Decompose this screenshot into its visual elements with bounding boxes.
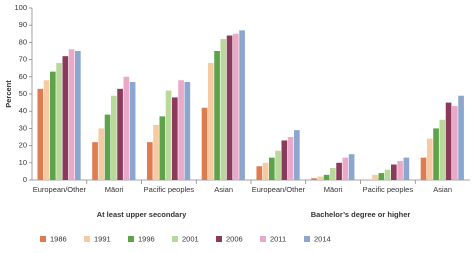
bar: [433, 128, 439, 180]
legend-swatch: [260, 236, 266, 242]
bar: [75, 51, 81, 180]
bar: [165, 90, 172, 180]
bar: [378, 173, 385, 180]
bar: [92, 142, 98, 180]
bar: [201, 107, 208, 180]
bar: [226, 35, 233, 180]
bar: [159, 116, 166, 180]
bar: [445, 102, 452, 180]
y-tick-label: 40: [19, 106, 27, 115]
bar: [98, 128, 105, 180]
bar: [123, 76, 130, 180]
bar: [281, 140, 288, 180]
y-axis-label: Percent: [4, 80, 13, 108]
legend-swatch: [172, 236, 178, 242]
bar: [117, 88, 123, 180]
bar: [184, 81, 191, 180]
x-tick-label: European/Other: [252, 185, 306, 194]
group-label: At least upper secondary: [97, 210, 187, 219]
bar: [329, 167, 336, 180]
y-tick-label: 60: [19, 72, 27, 81]
legend-label: 2011: [270, 234, 286, 243]
x-tick-label: Māori: [324, 185, 343, 194]
y-tick-label: 90: [19, 20, 27, 29]
legend-label: 1986: [50, 234, 67, 243]
bar: [275, 150, 281, 180]
bar: [37, 88, 44, 180]
bar: [68, 49, 75, 180]
bar: [439, 119, 446, 180]
bar: [372, 174, 378, 180]
legend-label: 1996: [138, 234, 155, 243]
bar: [56, 63, 62, 180]
bar: [348, 154, 355, 180]
y-tick-label: 100: [14, 3, 27, 12]
bar: [146, 142, 153, 180]
bar: [262, 162, 269, 180]
bar: [207, 63, 214, 180]
bar: [153, 124, 159, 180]
bar: [287, 137, 294, 180]
bar: [426, 138, 433, 180]
bar: [317, 176, 324, 180]
x-tick-label: Māori: [105, 185, 124, 194]
x-tick-label: Asian: [214, 185, 233, 194]
legend-swatch: [84, 236, 90, 242]
legend-label: 2006: [226, 234, 243, 243]
group-label: Bachelor’s degree or higher: [311, 210, 411, 219]
bar: [384, 169, 391, 180]
legend-swatch: [304, 236, 310, 242]
bar: [129, 81, 136, 180]
y-tick-label: 0: [23, 175, 27, 184]
bar: [420, 157, 427, 180]
y-tick-label: 20: [19, 141, 27, 150]
bar: [323, 174, 330, 180]
legend-label: 1991: [94, 234, 111, 243]
bar: [268, 157, 275, 180]
x-tick-label: Pacific peoples: [363, 185, 414, 194]
x-tick-label: Pacific peoples: [144, 185, 195, 194]
bar: [214, 51, 220, 180]
x-tick-label: Asian: [433, 185, 452, 194]
bar: [403, 157, 410, 180]
y-tick-label: 10: [19, 158, 27, 167]
bar: [233, 33, 239, 180]
bar: [336, 162, 342, 180]
bar: [220, 38, 227, 181]
y-tick-label: 50: [19, 89, 27, 98]
bar: [391, 164, 397, 180]
bar: [342, 157, 349, 180]
bar: [452, 106, 458, 180]
bar: [110, 95, 117, 180]
legend-swatch: [128, 236, 134, 242]
bar: [104, 114, 111, 180]
bar: [311, 178, 317, 180]
y-tick-label: 70: [19, 55, 27, 64]
legend-label: 2014: [314, 234, 331, 243]
bar: [397, 161, 403, 180]
bar: [49, 71, 56, 180]
legend-label: 2001: [182, 234, 199, 243]
bar: [239, 30, 245, 180]
legend-swatch: [216, 236, 222, 242]
bar: [43, 80, 50, 180]
y-tick-label: 80: [19, 37, 27, 46]
bar: [458, 95, 464, 180]
bar: [172, 97, 178, 180]
x-tick-label: European/Other: [33, 185, 87, 194]
bar: [178, 80, 184, 180]
bar: [256, 166, 263, 180]
bar: [62, 56, 69, 180]
legend-swatch: [40, 236, 46, 242]
bar: [294, 130, 300, 180]
y-tick-label: 30: [19, 123, 27, 132]
